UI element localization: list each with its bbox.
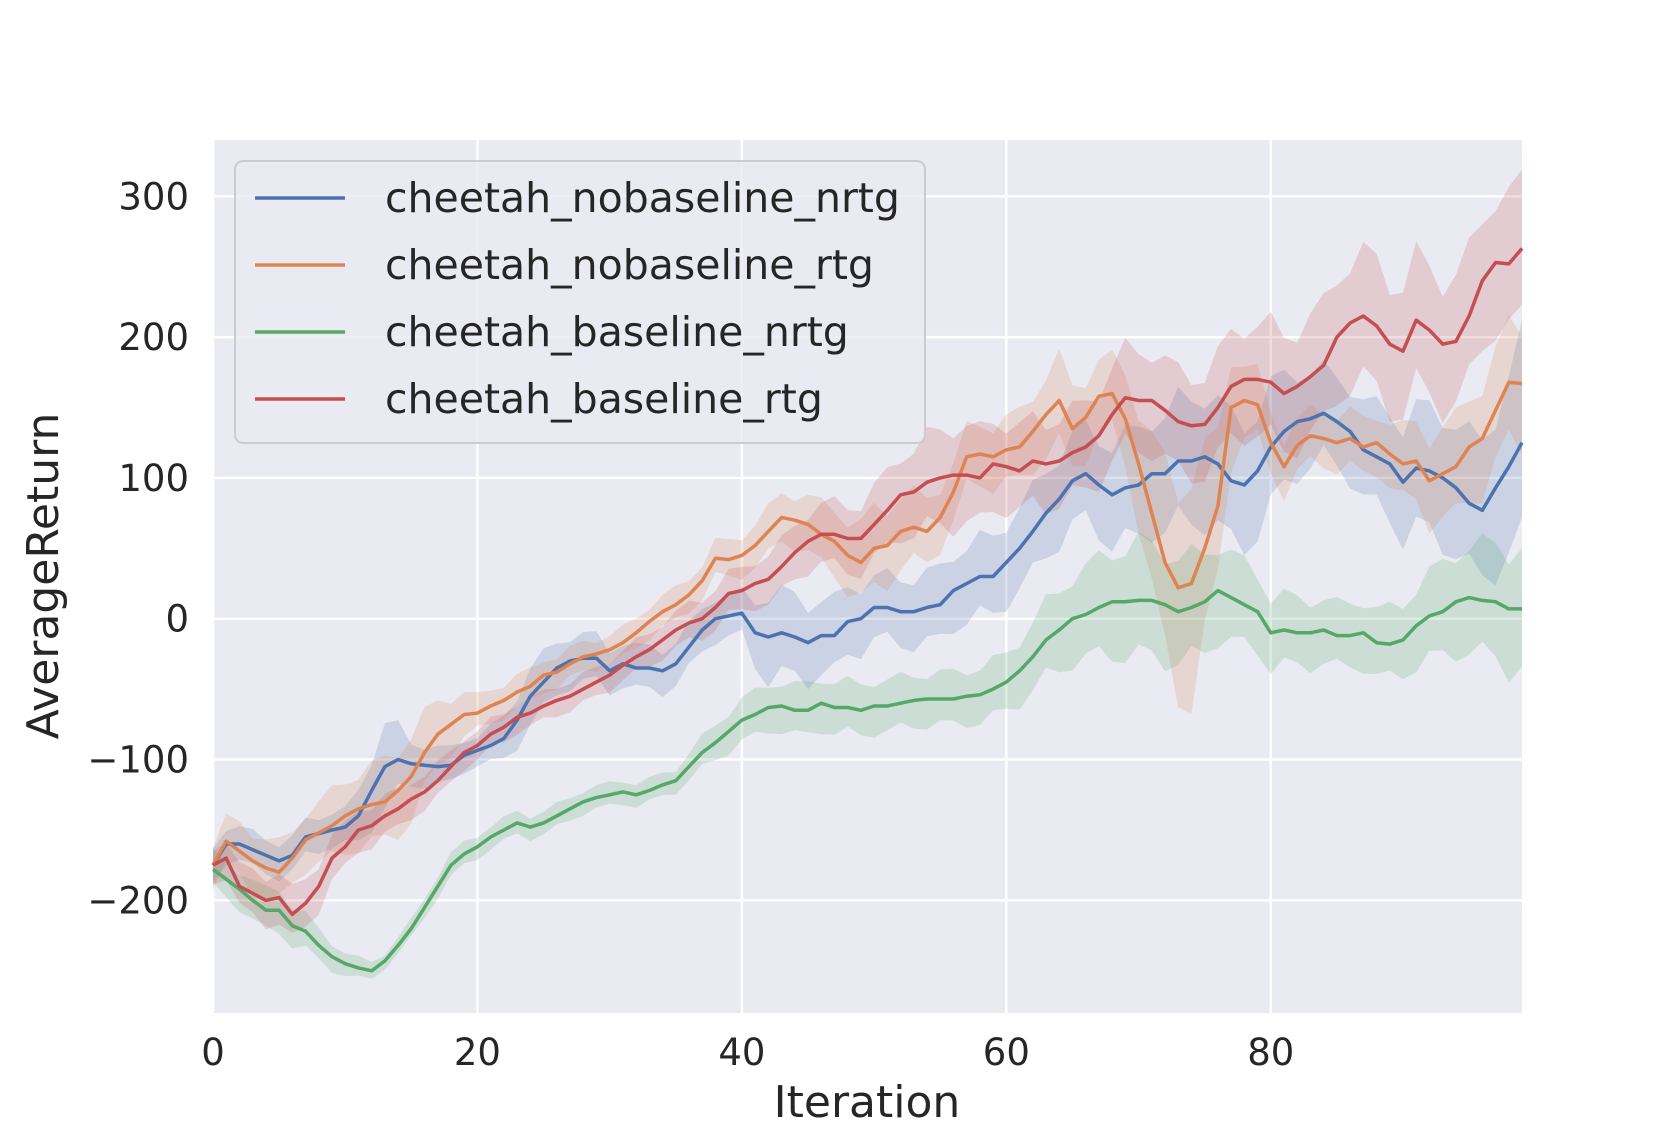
x-tick-label: 40	[718, 1031, 765, 1074]
legend-label: cheetah_nobaseline_rtg	[385, 241, 874, 289]
confidence-band	[213, 531, 1522, 979]
series-line	[211, 588, 1522, 973]
y-tick-label: 100	[118, 457, 189, 500]
y-tick-label: 0	[165, 598, 189, 641]
series-line	[211, 411, 1524, 867]
y-tick-label: 200	[118, 316, 189, 359]
y-axis-label: AverageReturn	[18, 413, 69, 740]
x-tick-label: 60	[983, 1031, 1030, 1074]
x-tick-label: 80	[1247, 1031, 1294, 1074]
legend-label: cheetah_baseline_nrtg	[385, 308, 849, 356]
y-tick-label: −200	[87, 879, 189, 922]
confidence-band	[213, 315, 1522, 902]
legend-box	[234, 160, 926, 444]
legend-label: cheetah_baseline_rtg	[385, 375, 823, 423]
y-tick-label: −100	[87, 739, 189, 782]
series-line	[212, 247, 1524, 917]
x-tick-label: 20	[454, 1031, 501, 1074]
series-line	[211, 380, 1523, 874]
y-tick-label: 300	[118, 175, 189, 218]
series-lines	[211, 247, 1524, 973]
x-tick-label: 0	[201, 1031, 225, 1074]
tick-labels: 0 20 40 60 80 −200 −100 0 100 200 300	[87, 175, 1294, 1074]
x-axis-label: Iteration	[774, 1077, 961, 1124]
confidence-band	[213, 169, 1522, 933]
legend-label: cheetah_nobaseline_nrtg	[385, 174, 900, 222]
legend: cheetah_nobaseline_nrtg cheetah_nobaselin…	[234, 160, 926, 444]
